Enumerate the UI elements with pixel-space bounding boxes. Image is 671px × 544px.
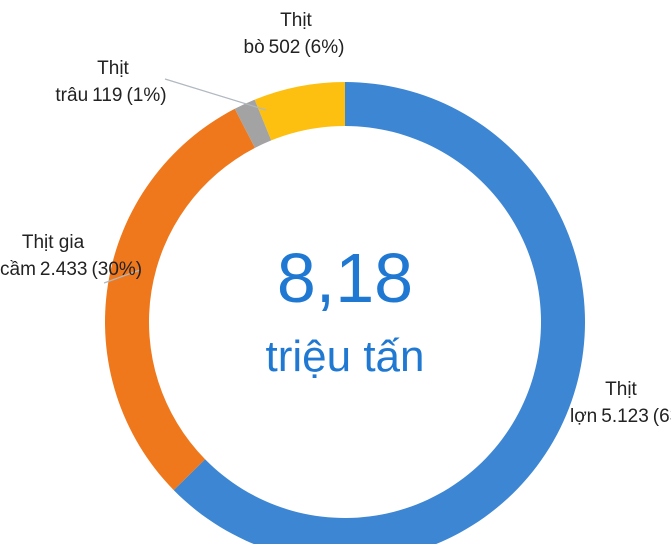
percent-label: (6%) [304, 37, 345, 58]
donut-segment [234, 99, 272, 148]
value-label: 5.123 [601, 406, 649, 427]
segment-label: Thịt gia cầm 2.433 (30%) [0, 229, 142, 283]
value-label: 502 [268, 37, 301, 58]
percent-label: (63%) [652, 406, 671, 427]
category-label: Thịt trâu [55, 58, 129, 106]
category-label: Thịt gia cầm [0, 232, 85, 280]
segment-label: Thịt bò 502 (6%) [225, 7, 365, 61]
center-label: triệu tấn [265, 332, 425, 381]
percent-label: (1%) [126, 85, 167, 106]
donut-segment [104, 108, 255, 491]
value-label: 2.433 [39, 259, 88, 280]
leader-line [164, 78, 267, 111]
value-label: 119 [92, 85, 123, 106]
category-label: Thịt bò [243, 10, 312, 58]
donut-segment [254, 82, 345, 141]
percent-label: (30%) [91, 259, 143, 280]
leader-line [103, 269, 141, 284]
category-label: Thịt lợn [570, 379, 637, 427]
segment-label: Thịt trâu 119 (1%) [52, 55, 172, 109]
donut-segment [173, 82, 585, 544]
center-value: 8,18 [276, 239, 414, 317]
